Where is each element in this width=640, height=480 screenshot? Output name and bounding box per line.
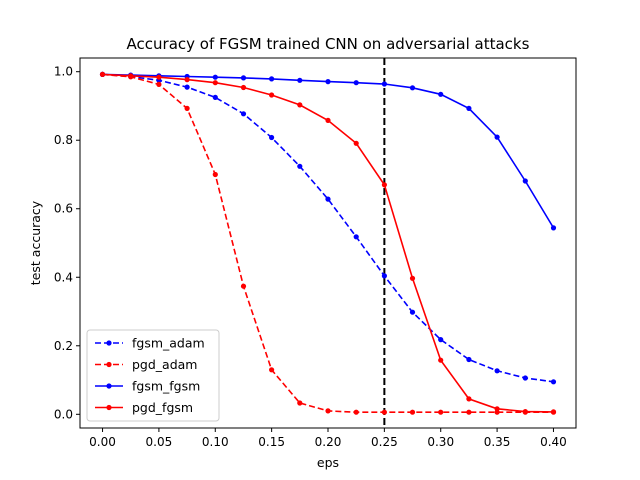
legend-label: fgsm_adam [132,336,205,351]
x-tick-label: 0.30 [427,435,454,449]
data-point [381,81,387,87]
data-point [409,85,416,91]
legend-entry: pgd_fgsm [95,400,193,415]
legend-marker [106,340,112,346]
data-point [184,84,190,90]
series-line [102,73,554,383]
data-point [466,396,472,402]
data-point [297,102,303,108]
data-point [184,77,190,83]
data-series [99,71,557,415]
data-point [128,73,134,79]
data-point [466,409,472,415]
data-point [466,356,472,363]
data-point [466,105,472,111]
data-point [156,74,162,80]
data-point [409,409,416,415]
y-axis-label: test accuracy [28,200,43,285]
data-point [325,196,331,202]
legend-frame [86,329,220,422]
chart-title: Accuracy of FGSM trained CNN on adversar… [127,35,530,53]
legend-marker [106,361,112,368]
data-point [212,171,218,178]
legend-entry: fgsm_fgsm [95,379,200,394]
data-point [297,400,303,406]
x-tick-label: 0.20 [315,435,342,449]
data-point [353,234,359,240]
data-point [325,117,331,123]
legend-marker [106,404,112,411]
data-point [212,80,218,86]
data-point [438,409,444,415]
data-point [550,225,557,231]
x-tick-label: 0.10 [202,435,229,449]
data-point [269,92,275,98]
y-tick-label: 0.2 [54,339,73,353]
tick-labels: 0.00 0.05 0.10 0.15 0.20 0.25 0.30 0.35 0.40 0.0 0… [54,65,567,449]
series-pgd_fgsm [99,71,557,415]
x-tick-label: 0.40 [540,435,567,449]
data-point [522,375,528,381]
data-point [99,71,106,77]
x-axis-label: eps [317,455,339,470]
y-tick-label: 0.0 [54,407,73,421]
data-point [269,76,275,82]
tick-marks [76,71,554,432]
data-point [269,134,275,141]
data-point [550,409,557,415]
data-point [240,84,247,91]
data-point [353,140,359,146]
data-point [297,163,303,169]
data-point [522,178,528,184]
data-point [494,406,500,412]
data-point [297,77,303,83]
data-point [438,357,444,363]
data-point [550,379,557,385]
data-point [240,75,247,81]
legend-entry: pgd_adam [95,357,198,372]
data-point [353,409,359,415]
legend: fgsm_adam pgd_adam fgsm_fgsm pgd_fgsm [86,329,220,422]
data-point [212,74,218,80]
data-point [381,182,387,188]
data-point [381,273,387,279]
data-point [381,409,387,415]
data-point [438,91,444,97]
data-point [269,367,275,373]
data-point [156,81,162,87]
legend-entry: fgsm_adam [95,336,205,351]
data-point [325,408,331,414]
data-point [325,79,331,85]
legend-marker [106,383,112,389]
y-tick-label: 0.6 [54,202,73,216]
data-point [522,409,528,415]
plot-frame [79,57,577,429]
data-point [240,283,247,289]
legend-label: pgd_fgsm [132,400,193,415]
data-point [438,337,444,343]
data-point [494,134,500,140]
data-point [353,80,359,86]
data-point [184,105,190,111]
x-tick-label: 0.05 [146,435,173,449]
x-tick-label: 0.35 [484,435,511,449]
data-point [240,111,247,117]
x-tick-label: 0.15 [258,435,285,449]
y-tick-label: 1.0 [54,65,73,79]
legend-label: pgd_adam [132,357,198,372]
data-point [409,275,416,281]
legend-label: fgsm_fgsm [132,379,200,394]
y-tick-label: 0.4 [54,270,73,284]
data-point [409,309,416,315]
x-tick-label: 0.25 [371,435,398,449]
data-point [212,94,218,100]
x-tick-label: 0.00 [89,435,116,449]
data-point [494,368,500,374]
y-tick-label: 0.8 [54,133,73,147]
